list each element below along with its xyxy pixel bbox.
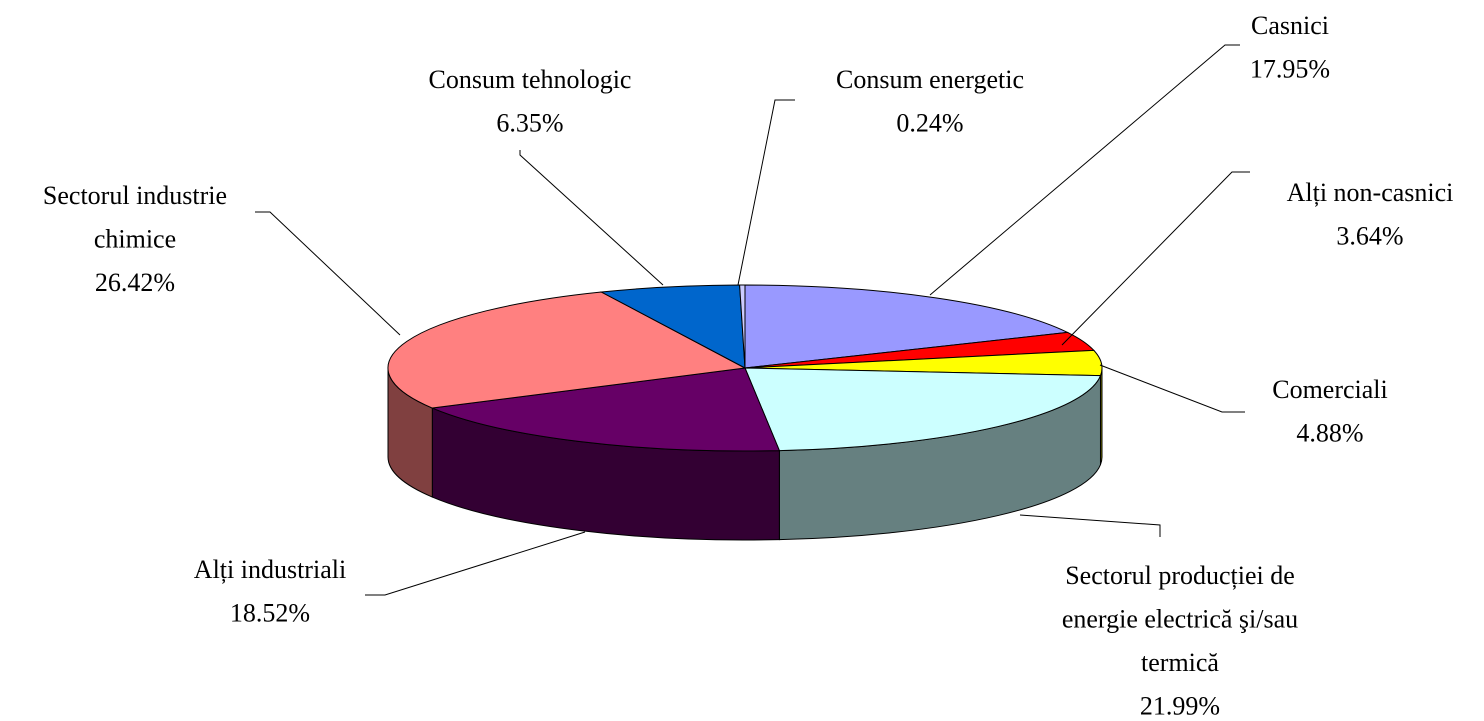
slice — [739, 284, 746, 369]
value-label: 0.24% — [896, 108, 963, 137]
leader-line — [255, 211, 401, 336]
slice — [430, 367, 781, 452]
leader-line — [519, 150, 664, 286]
leader-line — [1099, 364, 1245, 413]
slice-label: Sectorul producției de energie electrică … — [1062, 561, 1298, 677]
slice-label: Consum tehnologic — [429, 65, 632, 94]
value-label: 3.64% — [1336, 221, 1403, 250]
value-label: 4.88% — [1296, 418, 1363, 447]
leader-line — [1019, 514, 1161, 537]
slice — [744, 367, 1102, 452]
value-label: 17.95% — [1250, 54, 1330, 83]
slice-label: Sectorul industrie chimice — [43, 181, 227, 254]
leader-line — [1061, 171, 1250, 346]
slice — [744, 284, 1070, 369]
value-label: 26.42% — [95, 268, 175, 297]
slice-label: Casnici — [1251, 11, 1329, 40]
slice-label: Alți non-casnici — [1287, 178, 1454, 207]
leader-line — [365, 531, 586, 596]
value-label: 6.35% — [496, 108, 563, 137]
slice-label: Alți industriali — [194, 555, 346, 584]
slice-label: Comerciali — [1272, 375, 1388, 404]
slice-label: Consum energetic — [836, 65, 1024, 94]
slice — [599, 284, 746, 369]
value-label: 21.99% — [1140, 691, 1220, 720]
leader-line — [737, 99, 795, 286]
leader-line — [929, 44, 1240, 296]
value-label: 18.52% — [230, 598, 310, 627]
